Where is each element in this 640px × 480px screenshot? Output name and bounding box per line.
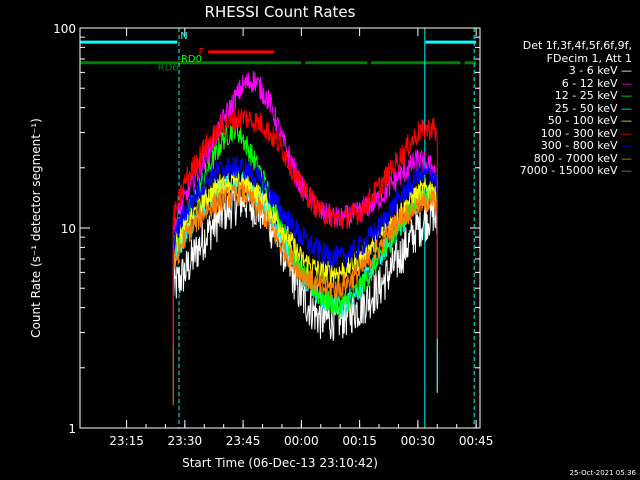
x-tick-label: 00:30 xyxy=(401,434,436,448)
legend-entry: 100 - 300 keV — xyxy=(470,126,632,141)
legend-swatch: — xyxy=(621,114,632,127)
x-tick-label: 23:45 xyxy=(226,434,261,448)
x-tick-label: 23:15 xyxy=(109,434,144,448)
legend-entry: 25 - 50 keV — xyxy=(470,101,632,116)
legend-entry: 3 - 6 keV — xyxy=(470,64,632,78)
ticks-layer: 23:15 23:30 23:45 00:00 00:15 00:30 00:45 1 10 10… xyxy=(53,22,493,448)
legend-entry: 6 - 12 keV — xyxy=(470,76,632,91)
legend-swatch: — xyxy=(621,101,632,115)
legend-label: 50 - 100 keV xyxy=(547,114,618,127)
legend-label: 300 - 800 keV xyxy=(540,139,618,152)
legend-label: 100 - 300 keV xyxy=(540,126,618,140)
legend-swatch: — xyxy=(621,126,632,140)
y-tick-label: 100 xyxy=(53,22,76,36)
legend-entry: 300 - 800 keV — xyxy=(470,139,632,153)
x-tick-label: 00:45 xyxy=(459,434,494,448)
x-tick-label: 00:00 xyxy=(284,434,319,448)
legend-label: 3 - 6 keV xyxy=(568,64,618,77)
x-tick-label: 00:15 xyxy=(342,434,377,448)
series-line xyxy=(172,108,438,345)
legend-entry: 800 - 7000 keV — xyxy=(470,151,632,166)
series-layer xyxy=(172,70,438,406)
legend-swatch: — xyxy=(621,89,632,102)
flag-label: RD6 xyxy=(158,62,179,73)
legend-entry: 50 - 100 keV — xyxy=(470,114,632,128)
legend-swatch: — xyxy=(621,164,632,177)
y-tick-label: 10 xyxy=(61,222,76,236)
legend-swatch: — xyxy=(621,76,632,90)
legend-label: 12 - 25 keV xyxy=(554,89,618,102)
legend-label: 6 - 12 keV xyxy=(561,76,618,90)
legend: Det 1f,3f,4f,5f,6f,9f, FDecim 1, Att 1 3… xyxy=(470,39,632,178)
legend-label: 7000 - 15000 keV xyxy=(519,164,618,177)
legend-header-2: FDecim 1, Att 1 xyxy=(546,51,632,65)
series-line xyxy=(172,117,438,345)
flag-label: N xyxy=(180,31,187,42)
legend-entry: 7000 - 15000 keV — xyxy=(470,164,632,178)
series-line xyxy=(172,181,438,406)
flag-label: F xyxy=(198,47,204,58)
y-axis-label: Count Rate (s⁻¹ detector segment⁻¹) xyxy=(29,118,43,338)
chart-title: RHESSI Count Rates xyxy=(205,3,356,21)
legend-label: 800 - 7000 keV xyxy=(533,151,618,165)
series-line xyxy=(172,155,438,345)
generation-timestamp: 25-Oct-2021 05:36 xyxy=(569,469,636,477)
flag-label: RD0 xyxy=(181,54,202,65)
y-tick-label: 1 xyxy=(68,422,76,436)
x-axis-label: Start Time (06-Dec-13 23:10:42) xyxy=(182,456,378,470)
legend-label: 25 - 50 keV xyxy=(554,101,618,115)
legend-swatch: — xyxy=(621,151,632,165)
vlines-layer xyxy=(79,28,475,428)
legend-swatch: — xyxy=(621,139,632,152)
x-tick-label: 23:30 xyxy=(168,434,203,448)
series-line xyxy=(172,180,438,393)
legend-entry: 12 - 25 keV — xyxy=(470,89,632,103)
legend-header-1: Det 1f,3f,4f,5f,6f,9f, xyxy=(522,39,632,52)
legend-swatch: — xyxy=(621,64,632,77)
